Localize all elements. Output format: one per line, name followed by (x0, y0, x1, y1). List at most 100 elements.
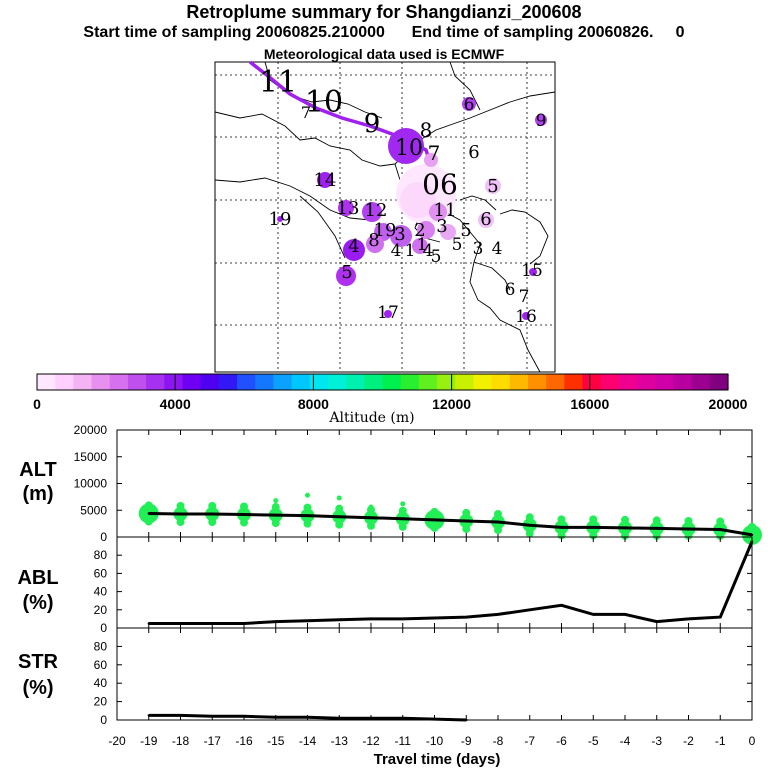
altitude-colorbar: 0 4000 8000 12000 16000 20000 Altitude (m) (33, 373, 748, 426)
alt-series (147, 512, 754, 537)
map-day-label: 3 (436, 216, 447, 237)
alt-data-point (274, 513, 277, 517)
str-data-point (179, 714, 182, 717)
abl-y-tick-label: 20 (94, 603, 108, 617)
colorbar-tick-label: 20000 (709, 396, 748, 412)
plume-cluster (417, 221, 435, 239)
str-data-point (369, 717, 373, 720)
colorbar-cell (273, 374, 293, 390)
alt-y-ticks: 20000 15000 10000 5000 0 (74, 423, 753, 544)
colorbar-cell (691, 374, 711, 390)
colorbar-cell (218, 374, 238, 390)
map-day-label: 5 (452, 235, 463, 255)
str-data-point (306, 716, 309, 719)
alt-plume-dot (652, 531, 661, 540)
colorbar-cell (327, 374, 347, 390)
alt-plume-dot (271, 519, 280, 528)
colorbar-tick-label: 16000 (570, 396, 609, 412)
x-tick-label: -13 (331, 734, 349, 748)
colorbar-cell (200, 374, 220, 390)
abl-data-point (528, 608, 531, 611)
x-tick-label: -7 (524, 734, 535, 748)
colorbar-cell (564, 374, 584, 390)
plume-cluster (388, 128, 424, 164)
alt-plume-dot (176, 501, 185, 510)
map-day-label: 7 (301, 103, 311, 122)
map-day-label: 1 (405, 241, 416, 261)
x-tick-label: -18 (172, 734, 190, 748)
plume-cluster (390, 225, 412, 247)
plume-cluster (440, 224, 456, 240)
colorbar-cell (400, 374, 420, 390)
map-day-label: 4 (348, 236, 359, 257)
map-day-label: 6 (480, 209, 491, 230)
colorbar-cell (509, 374, 529, 390)
colorbar-tick-label: 4000 (160, 396, 191, 412)
alt-plume-dot (303, 503, 312, 512)
alt-plume-dot (400, 501, 406, 507)
plume-cluster (535, 114, 547, 126)
x-tick-label: -15 (267, 734, 285, 748)
map-day-label: 16 (515, 307, 537, 327)
alt-plume-dot (398, 522, 407, 531)
abl-data-point (274, 620, 277, 623)
x-tick-label: 0 (749, 734, 756, 748)
colorbar-cell (37, 374, 56, 390)
alt-plume-dot (462, 524, 471, 533)
colorbar-cell (673, 374, 693, 390)
x-tick-label: -17 (204, 734, 222, 748)
str-data-point (274, 716, 277, 719)
alt-plume-dot (303, 519, 312, 528)
abl-data-point (560, 604, 563, 607)
str-label: STR (18, 651, 59, 673)
plume-cluster (336, 266, 356, 286)
alt-plume-dot (208, 518, 217, 527)
map-day-label: 14 (314, 170, 337, 191)
abl-y-tick-label: 40 (94, 585, 108, 599)
plume-cluster (424, 153, 438, 167)
plume-cluster (400, 182, 436, 218)
x-tick-label: -6 (556, 734, 567, 748)
x-tick-label: -19 (140, 734, 158, 748)
colorbar-cell (127, 374, 147, 390)
map-day-label: 7 (428, 141, 441, 165)
str-data-point (433, 717, 436, 721)
abl-data-point (687, 617, 690, 621)
map-day-label: 1 (417, 235, 428, 255)
x-tick-label: -11 (395, 734, 412, 748)
alt-plume-dot (144, 517, 153, 526)
map-day-label: 9 (536, 111, 547, 131)
map-day-label: 4 (423, 241, 434, 261)
alt-y-tick-label: 0 (100, 530, 107, 544)
abl-data-point (655, 620, 658, 623)
abl-data-point (592, 613, 595, 616)
alt-label: ALT (19, 459, 56, 481)
str-data-point (147, 714, 150, 717)
map-day-label: 5 (460, 220, 471, 241)
alt-data-point (560, 526, 563, 529)
colorbar-cell (73, 374, 93, 390)
abl-data-point (496, 613, 500, 616)
colorbar-cell (527, 374, 547, 390)
alt-plume-dot (494, 509, 502, 518)
alt-plume-dot (176, 518, 185, 527)
alt-plume-dot (335, 504, 344, 513)
alt-y-tick-label: 10000 (74, 477, 108, 491)
x-axis-label: Travel time (days) (374, 751, 501, 768)
alt-data-point (465, 519, 468, 523)
plume-cluster (277, 216, 283, 222)
alt-plume-dot (494, 526, 502, 535)
alt-data-point (623, 526, 627, 530)
map-day-label: 11 (259, 65, 297, 100)
colorbar-cell (55, 374, 74, 390)
colorbar-cell (655, 374, 675, 390)
alt-unit: (m) (22, 483, 53, 505)
colorbar-cell (237, 374, 256, 390)
abl-series-line (148, 540, 754, 625)
alt-data-point (433, 518, 436, 522)
alt-data-point (592, 526, 595, 529)
plume-cluster-circles (277, 97, 547, 320)
abl-data-point (147, 622, 150, 625)
abl-data-point (211, 622, 214, 625)
colorbar-cell (382, 374, 402, 390)
